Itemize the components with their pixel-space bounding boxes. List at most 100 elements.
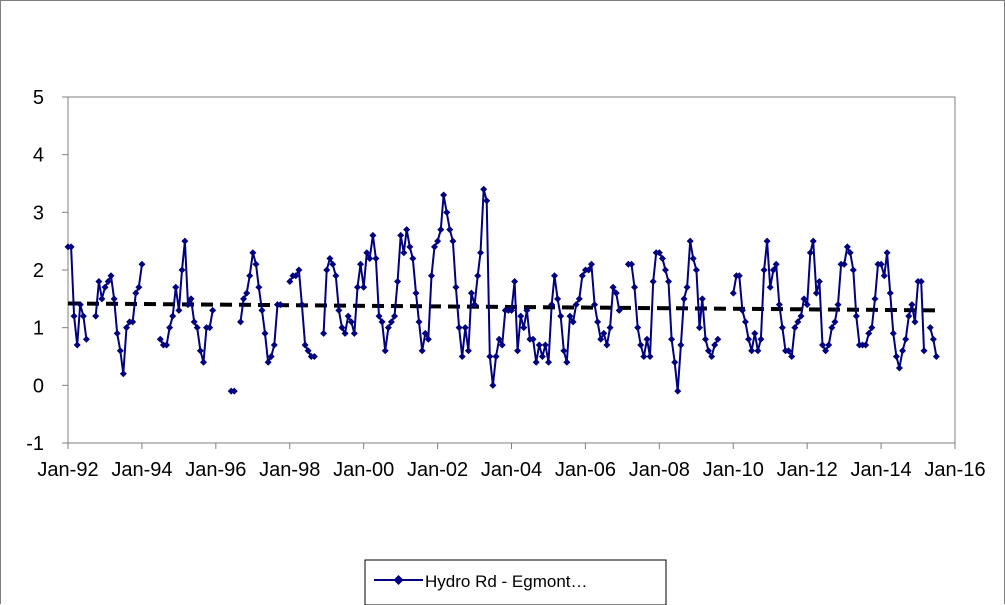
data-point bbox=[73, 341, 81, 349]
data-point bbox=[532, 358, 540, 366]
data-point bbox=[843, 243, 851, 251]
data-point bbox=[640, 353, 648, 360]
data-point bbox=[741, 318, 749, 326]
data-point bbox=[443, 208, 451, 216]
data-point bbox=[455, 324, 463, 332]
data-point bbox=[243, 289, 251, 297]
data-point bbox=[563, 358, 571, 366]
data-point bbox=[110, 295, 118, 303]
data-point bbox=[880, 272, 888, 280]
data-point bbox=[895, 364, 903, 372]
x-tick-label: Jan-00 bbox=[333, 459, 394, 481]
series-line-segment bbox=[94, 264, 143, 375]
data-point bbox=[828, 324, 836, 332]
data-point bbox=[190, 318, 198, 326]
data-point bbox=[230, 387, 238, 395]
data-point bbox=[541, 341, 549, 349]
data-point bbox=[449, 237, 457, 245]
data-point bbox=[323, 266, 331, 274]
data-point bbox=[394, 278, 402, 286]
data-point bbox=[692, 266, 700, 274]
data-point bbox=[661, 266, 669, 274]
x-tick-label: Jan-04 bbox=[481, 459, 542, 481]
x-tick-label: Jan-94 bbox=[111, 459, 172, 481]
data-point bbox=[138, 260, 146, 268]
data-point bbox=[264, 358, 272, 366]
data-point bbox=[437, 226, 445, 234]
data-point bbox=[514, 347, 522, 355]
data-point bbox=[360, 283, 368, 291]
y-tick-label: 0 bbox=[33, 375, 44, 397]
data-point bbox=[79, 312, 87, 320]
data-point bbox=[572, 301, 580, 309]
data-point bbox=[511, 278, 519, 286]
data-point bbox=[520, 324, 528, 332]
data-point bbox=[403, 226, 411, 234]
data-point bbox=[557, 312, 565, 320]
data-point bbox=[310, 353, 318, 360]
data-point bbox=[240, 295, 248, 303]
data-point bbox=[430, 243, 438, 251]
data-point bbox=[578, 272, 586, 280]
data-point bbox=[489, 381, 497, 389]
data-point bbox=[569, 318, 577, 326]
data-point bbox=[763, 237, 771, 245]
data-point bbox=[486, 353, 494, 360]
data-point bbox=[464, 347, 472, 355]
data-point bbox=[778, 324, 786, 332]
data-point bbox=[292, 272, 300, 280]
data-point bbox=[594, 318, 602, 326]
data-point bbox=[252, 260, 260, 268]
data-point bbox=[655, 249, 663, 257]
data-point bbox=[711, 341, 719, 349]
data-point bbox=[686, 237, 694, 245]
data-point bbox=[575, 295, 583, 303]
data-point bbox=[560, 347, 568, 355]
data-point bbox=[535, 341, 543, 349]
data-point bbox=[591, 301, 599, 309]
x-tick-label: Jan-16 bbox=[924, 459, 985, 481]
data-point bbox=[911, 318, 919, 326]
data-point bbox=[902, 335, 910, 343]
data-point bbox=[82, 335, 90, 343]
data-point bbox=[95, 278, 103, 286]
data-point bbox=[674, 387, 682, 395]
x-tick-label: Jan-02 bbox=[407, 459, 468, 481]
data-point bbox=[892, 353, 900, 360]
data-point bbox=[705, 347, 713, 355]
data-point bbox=[495, 335, 503, 343]
data-point bbox=[649, 278, 657, 286]
data-point bbox=[98, 295, 106, 303]
data-point bbox=[92, 312, 100, 320]
data-point bbox=[538, 353, 546, 360]
data-point bbox=[304, 347, 312, 355]
data-point bbox=[329, 260, 337, 268]
data-point bbox=[668, 335, 676, 343]
data-point bbox=[184, 301, 192, 309]
data-point bbox=[852, 312, 860, 320]
data-point bbox=[326, 254, 334, 262]
data-point bbox=[551, 272, 559, 280]
data-point bbox=[840, 260, 848, 268]
data-point bbox=[381, 347, 389, 355]
data-point bbox=[412, 289, 420, 297]
data-point bbox=[132, 289, 140, 297]
data-point bbox=[76, 301, 84, 309]
data-point bbox=[397, 231, 405, 239]
legend: Hydro Rd - Egmont… bbox=[364, 559, 667, 605]
data-point bbox=[754, 347, 762, 355]
data-point bbox=[471, 301, 479, 309]
data-point bbox=[483, 197, 491, 205]
data-point bbox=[175, 306, 183, 314]
data-point bbox=[658, 254, 666, 262]
data-point bbox=[735, 272, 743, 280]
data-point bbox=[320, 329, 328, 337]
data-point bbox=[418, 347, 426, 355]
data-point bbox=[400, 249, 408, 257]
data-point bbox=[369, 231, 377, 239]
data-point bbox=[409, 254, 417, 262]
data-point bbox=[886, 289, 894, 297]
y-tick-label: -1 bbox=[26, 433, 44, 455]
data-point bbox=[849, 266, 857, 274]
data-point bbox=[387, 318, 395, 326]
